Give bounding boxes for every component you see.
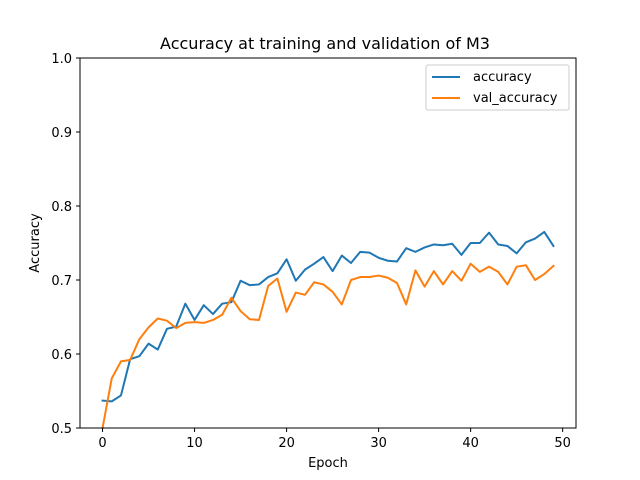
x-axis-label: Epoch [308,456,348,471]
chart-title: Accuracy at training and validation of M… [160,34,490,53]
series-line-val-accuracy [101,262,555,430]
legend-accuracy-label: accuracy [473,70,532,85]
x-tick-label: 30 [370,436,387,451]
legend: accuracy val_accuracy [425,64,570,111]
series-layer [101,230,555,430]
y-axis-label: Accuracy [28,213,43,273]
y-axis: 0.5 0.6 0.7 0.8 0.9 1.0 [51,52,80,437]
y-tick-label: 1.0 [51,52,72,67]
y-tick-label: 0.5 [51,422,72,437]
x-tick-label: 20 [278,436,295,451]
x-tick-label: 0 [98,436,106,451]
y-tick-label: 0.8 [51,200,72,215]
x-tick-label: 10 [186,436,203,451]
series-line-accuracy [101,230,555,403]
x-tick-label: 40 [462,436,479,451]
y-tick-label: 0.7 [51,274,72,289]
axes-frame [79,57,577,429]
x-tick-label: 50 [554,436,571,451]
legend-box [425,64,570,111]
x-axis: 0 10 20 30 40 50 [98,428,571,451]
y-tick-label: 0.6 [51,348,72,363]
legend-val-accuracy-label: val_accuracy [473,91,558,106]
plot-area [79,57,577,430]
y-tick-label: 0.9 [51,126,72,141]
